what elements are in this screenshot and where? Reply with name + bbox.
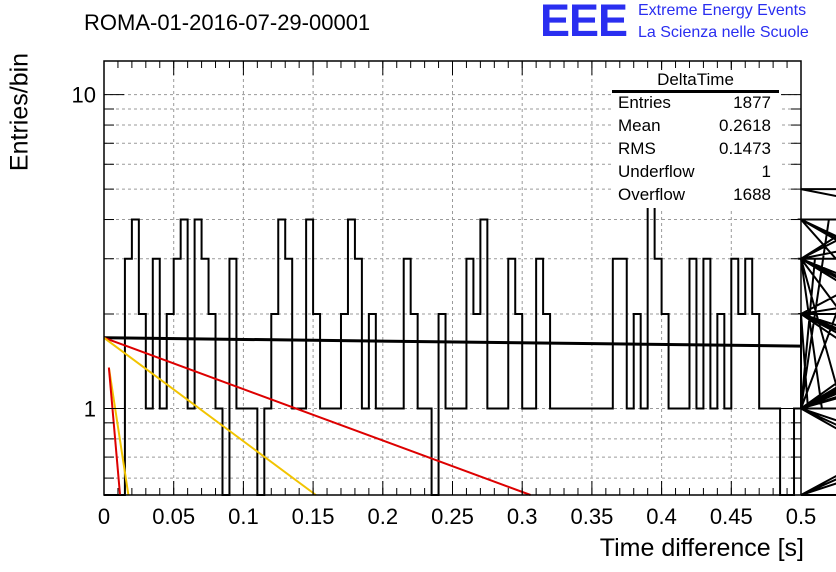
- stat-key: RMS: [618, 139, 656, 158]
- x-tick-label: 0.5: [786, 504, 817, 529]
- x-tick-label: 0.4: [646, 504, 677, 529]
- histogram-series: [104, 142, 836, 496]
- x-axis-label: Time difference [s]: [599, 534, 804, 562]
- logo-line-2: La Scienza nelle Scuole: [638, 24, 809, 41]
- stat-value: 1688: [733, 185, 771, 204]
- stat-key: Mean: [618, 116, 661, 135]
- fit-line: [107, 367, 130, 496]
- x-tick-label: 0.15: [292, 504, 335, 529]
- fit-line: [103, 336, 802, 348]
- axis-ticks: [103, 61, 802, 495]
- stat-key: Overflow: [618, 185, 686, 204]
- stat-value: 1877: [733, 93, 771, 112]
- fit-line: [103, 336, 317, 496]
- y-tick-label: 10: [72, 83, 96, 108]
- page-title: ROMA-01-2016-07-29-00001: [84, 10, 371, 35]
- eee-logo: EEE: [540, 0, 628, 46]
- fit-line: [103, 336, 531, 496]
- stats-title: DeltaTime: [657, 70, 734, 89]
- x-tick-label: 0: [98, 504, 110, 529]
- stat-key: Underflow: [618, 162, 695, 181]
- stat-value: 0.1473: [719, 139, 771, 158]
- y-tick-label: 1: [84, 396, 96, 421]
- x-tick-label: 0.2: [368, 504, 399, 529]
- logo-line-1: Extreme Energy Events: [638, 2, 807, 19]
- stats-box: DeltaTime Entries 1877 Mean 0.2618 RMS 0…: [612, 70, 779, 208]
- x-tick-label: 0.35: [570, 504, 613, 529]
- stat-value: 1: [761, 162, 771, 181]
- x-tick-label: 0.45: [710, 504, 753, 529]
- stat-value: 0.2618: [719, 116, 771, 135]
- tick-labels: 0 0.05 0.1 0.15 0.2 0.25 0.3 0.35 0.4 0.45 0.5 1 10: [72, 83, 817, 529]
- stats-divider: [612, 90, 779, 93]
- x-tick-label: 0.05: [152, 504, 195, 529]
- x-tick-label: 0.25: [431, 504, 474, 529]
- stat-key: Entries: [618, 93, 671, 112]
- x-tick-label: 0.3: [507, 504, 538, 529]
- fit-line: [107, 367, 122, 496]
- y-axis-label: Entries/bin: [5, 52, 34, 172]
- fit-curves: [103, 336, 802, 496]
- x-tick-label: 0.1: [228, 504, 259, 529]
- histogram-outline: [104, 142, 836, 496]
